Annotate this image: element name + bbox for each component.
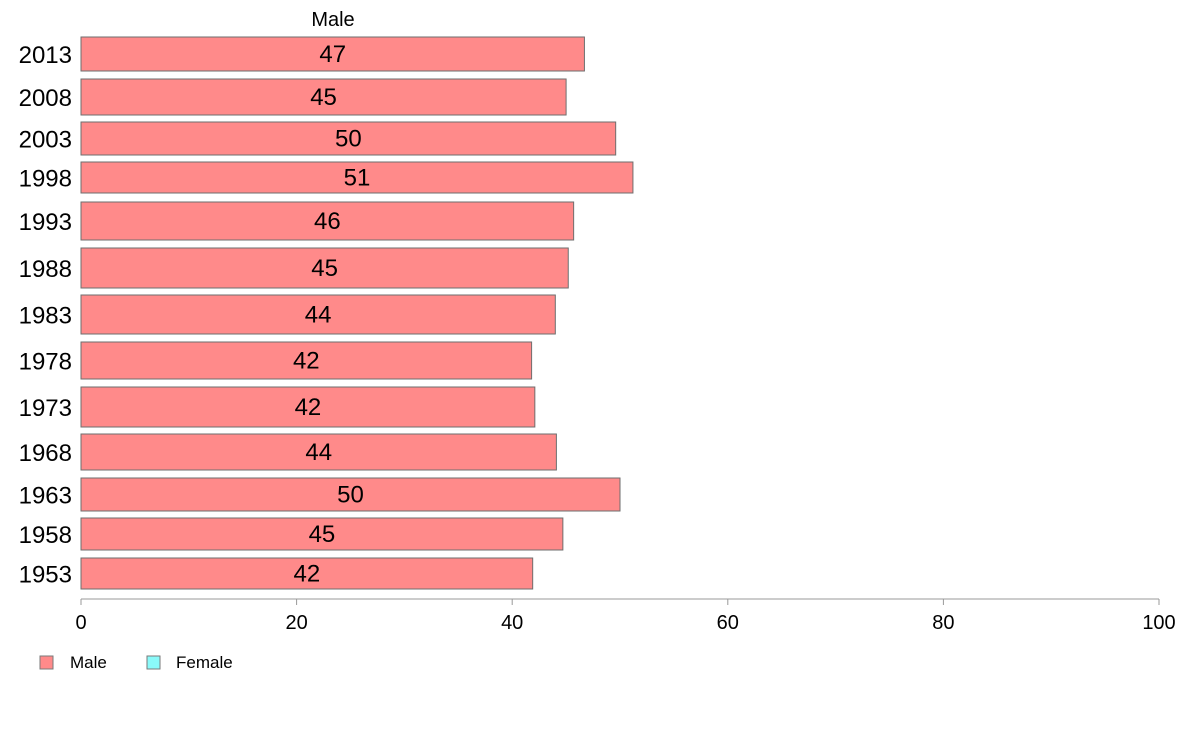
bar-1983 xyxy=(80,294,556,335)
bar-1993 xyxy=(80,201,575,241)
bar-2003 xyxy=(80,121,617,156)
category-label: 1963 xyxy=(19,483,72,510)
category-label: 2008 xyxy=(19,85,72,112)
bar-value-label: 42 xyxy=(293,561,320,588)
bar-1998 xyxy=(80,161,634,194)
category-label: 2013 xyxy=(19,42,72,69)
category-label: 2003 xyxy=(19,127,72,154)
legend-swatch-female xyxy=(146,655,161,670)
x-tick-label: 40 xyxy=(501,612,523,634)
series-title: Male xyxy=(311,9,354,31)
bar-2013 xyxy=(80,36,585,72)
x-tick-label: 60 xyxy=(717,612,739,634)
category-label: 1978 xyxy=(19,349,72,376)
bar-1978 xyxy=(80,341,533,380)
bar-value-label: 42 xyxy=(295,394,322,421)
legend-label-female: Female xyxy=(176,653,233,672)
legend-label-male: Male xyxy=(70,653,107,672)
bar-value-label: 45 xyxy=(311,255,338,282)
bar-value-label: 45 xyxy=(310,84,337,111)
bar-value-label: 46 xyxy=(314,208,341,235)
x-tick-label: 20 xyxy=(285,612,307,634)
category-label: 1988 xyxy=(19,256,72,283)
bar-value-label: 42 xyxy=(293,348,320,375)
bar-value-label: 44 xyxy=(305,439,332,466)
bar-1958 xyxy=(80,517,564,551)
x-tick-label: 0 xyxy=(75,612,86,634)
category-label: 1953 xyxy=(19,562,72,589)
category-label: 1998 xyxy=(19,166,72,193)
legend: Male Female xyxy=(39,653,233,672)
bar-value-label: 45 xyxy=(309,521,336,548)
category-label: 1983 xyxy=(19,303,72,330)
bar-1973 xyxy=(80,386,536,428)
x-axis: 0 20 40 60 80 100 xyxy=(75,598,1176,634)
x-tick-label: 80 xyxy=(932,612,954,634)
bar-1953 xyxy=(80,557,534,590)
category-label: 1993 xyxy=(19,209,72,236)
category-label: 1968 xyxy=(19,440,72,467)
category-label: 1958 xyxy=(19,522,72,549)
x-tick-label: 100 xyxy=(1142,612,1175,634)
bar-value-label: 51 xyxy=(344,165,371,192)
legend-swatch-male xyxy=(39,655,54,670)
bar-value-label: 50 xyxy=(335,126,362,153)
bar-value-label: 50 xyxy=(337,482,364,509)
bar-value-label: 47 xyxy=(319,41,346,68)
bar-1968 xyxy=(80,433,557,471)
category-label: 1973 xyxy=(19,395,72,422)
bar-value-label: 44 xyxy=(305,302,332,329)
bar-1988 xyxy=(80,247,569,289)
bar-1963 xyxy=(80,477,621,512)
bars-layer: 47 2013 45 2008 50 2003 51 1998 46 1993 45 1988 44 19… xyxy=(19,36,634,590)
bar-2008 xyxy=(80,78,567,116)
